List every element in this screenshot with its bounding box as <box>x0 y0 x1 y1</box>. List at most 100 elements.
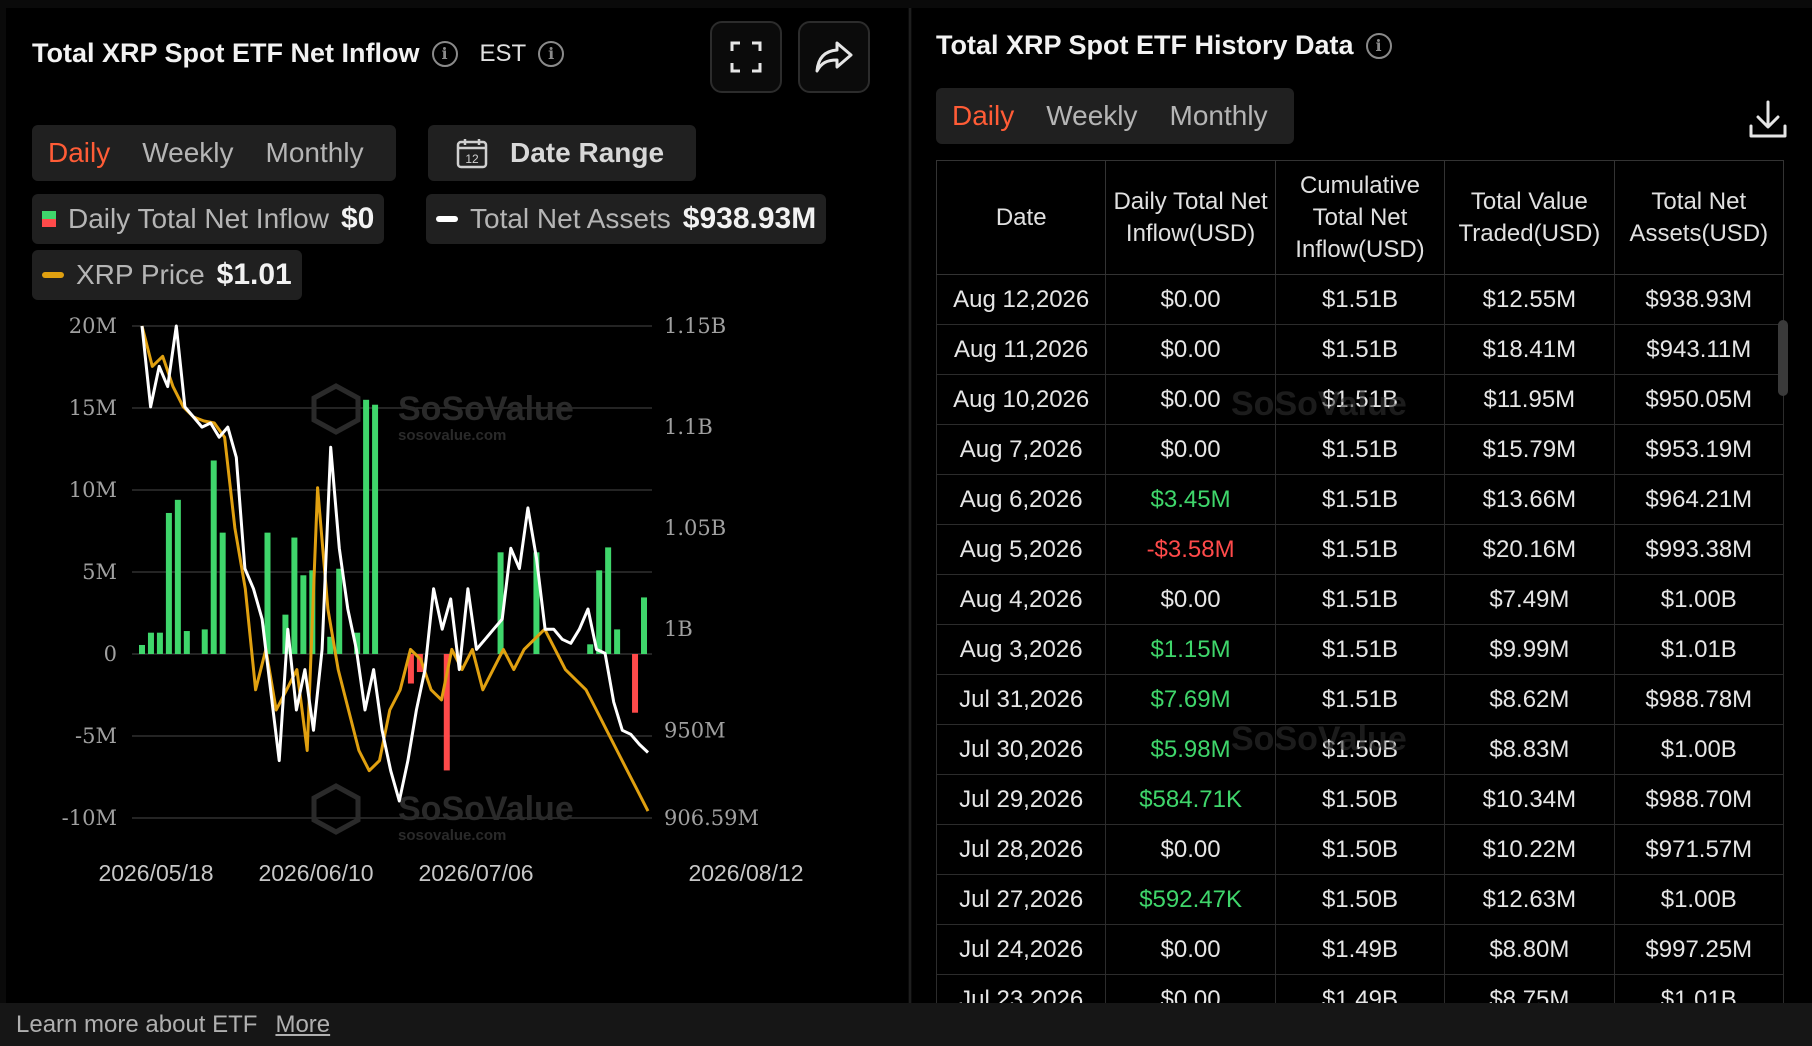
inflow-bar[interactable] <box>497 552 504 654</box>
table-row[interactable]: Aug 12,2026 $0.00 $1.51B $12.55M $938.93M <box>936 274 1785 325</box>
history-tab-weekly[interactable]: Weekly <box>1046 100 1138 131</box>
inflow-bar[interactable] <box>282 614 289 654</box>
share-button[interactable] <box>798 21 870 93</box>
table-cell: $18.41M <box>1444 324 1615 375</box>
inflow-bar[interactable] <box>354 632 361 654</box>
table-row[interactable]: Jul 29,2026 $584.71K $1.50B $10.34M $988.70M <box>936 774 1785 825</box>
inflow-bar[interactable] <box>641 597 647 654</box>
table-cell: $988.70M <box>1613 774 1785 825</box>
table-cell: $1.51B <box>1274 674 1446 725</box>
table-row[interactable]: Aug 5,2026 -$3.58M $1.51B $20.16M $993.38M <box>936 524 1785 575</box>
inflow-bar[interactable] <box>300 575 307 654</box>
timezone-info-icon[interactable]: i <box>538 40 565 67</box>
fullscreen-button[interactable] <box>710 21 782 93</box>
chart-lines <box>140 324 650 812</box>
history-title-row: Total XRP Spot ETF History Data i <box>936 30 1392 61</box>
table-cell: $10.34M <box>1444 774 1615 825</box>
inflow-bar[interactable] <box>372 404 379 654</box>
table-cell: $592.47K <box>1105 874 1276 925</box>
inflow-bar[interactable] <box>587 644 594 654</box>
inflow-bar[interactable] <box>443 654 450 771</box>
y-left-tick: 20M <box>69 314 117 338</box>
inflow-bar[interactable] <box>139 644 145 654</box>
inflow-bar[interactable] <box>156 632 163 654</box>
table-row[interactable]: Aug 7,2026 $0.00 $1.51B $15.79M $953.19M <box>936 424 1785 475</box>
table-cell: Jul 30,2026 <box>936 724 1107 775</box>
inflow-bar[interactable] <box>183 631 190 654</box>
table-cell: $0.00 <box>1105 424 1276 475</box>
table-cell: $584.71K <box>1105 774 1276 825</box>
inflow-bar[interactable] <box>327 636 334 654</box>
date-range-label: Date Range <box>510 137 665 168</box>
inflow-chart[interactable]: SoSoValuesosovalue.comSoSoValuesosovalue… <box>6 8 908 1003</box>
inflow-bar[interactable] <box>407 654 414 684</box>
download-icon[interactable] <box>1746 98 1790 142</box>
footer-text: Learn more about ETF <box>16 1010 258 1038</box>
table-row[interactable]: Jul 24,2026 $0.00 $1.49B $8.80M $997.25M <box>936 924 1785 975</box>
inflow-period-tabs: Daily Weekly Monthly <box>32 125 396 181</box>
y-right-tick: 1.05B <box>664 516 726 540</box>
inflow-bar[interactable] <box>174 499 181 654</box>
date-range-button[interactable]: 12 Date Range <box>428 125 696 181</box>
history-tab-daily[interactable]: Daily <box>952 100 1015 131</box>
assets-swatch <box>436 216 458 222</box>
table-row[interactable]: Jul 30,2026 $5.98M $1.50B $8.83M $1.00B <box>936 724 1785 775</box>
table-row[interactable]: Jul 23,2026 $0.00 $1.49B $8.75M $1.01B <box>936 974 1785 1003</box>
x-tick: 2026/05/18 <box>98 860 213 886</box>
table-row[interactable]: Aug 6,2026 $3.45M $1.51B $13.66M $964.21M <box>936 474 1785 525</box>
legend-price-value: $1.01 <box>216 258 292 291</box>
inflow-bar[interactable] <box>605 547 612 654</box>
inflow-bar[interactable] <box>147 632 154 654</box>
chart-grid <box>132 325 652 819</box>
net-assets-line[interactable] <box>140 324 650 803</box>
table-cell: $12.63M <box>1444 874 1615 925</box>
history-table-container[interactable]: Date Daily Total Net Inflow(USD) Cumulativ… <box>936 160 1788 1003</box>
table-row[interactable]: Aug 4,2026 $0.00 $1.51B $7.49M $1.00B <box>936 574 1785 625</box>
table-cell: Aug 11,2026 <box>936 324 1107 375</box>
table-cell: $20.16M <box>1444 524 1615 575</box>
inflow-bar[interactable] <box>416 654 423 673</box>
x-tick: 2026/06/10 <box>258 860 373 886</box>
inflow-bar[interactable] <box>165 512 172 654</box>
table-cell: Aug 3,2026 <box>936 624 1107 675</box>
inflow-bar[interactable] <box>210 460 217 654</box>
y-right-tick: 906.59M <box>664 806 759 830</box>
inflow-bar[interactable] <box>219 532 226 654</box>
panel-divider <box>909 8 911 1003</box>
legend-assets[interactable]: Total Net Assets $938.93M <box>426 194 827 244</box>
table-row[interactable]: Jul 27,2026 $592.47K $1.50B $12.63M $1.00B <box>936 874 1785 925</box>
inflow-bar[interactable] <box>596 570 603 654</box>
inflow-bar[interactable] <box>632 654 639 713</box>
table-row[interactable]: Aug 10,2026 $0.00 $1.51B $11.95M $950.05M <box>936 374 1785 425</box>
inflow-bar[interactable] <box>201 629 208 654</box>
inflow-bar[interactable] <box>363 399 370 654</box>
tab-monthly[interactable]: Monthly <box>265 137 364 168</box>
info-icon[interactable]: i <box>431 40 458 67</box>
inflow-bar[interactable] <box>336 568 343 654</box>
tab-daily[interactable]: Daily <box>48 137 111 168</box>
table-cell: $8.83M <box>1444 724 1615 775</box>
history-tab-monthly[interactable]: Monthly <box>1169 100 1268 131</box>
inflow-swatch <box>42 211 56 227</box>
inflow-panel-title: Total XRP Spot ETF Net Inflow <box>32 38 420 68</box>
table-row[interactable]: Jul 31,2026 $7.69M $1.51B $8.62M $988.78M <box>936 674 1785 725</box>
table-row[interactable]: Jul 28,2026 $0.00 $1.50B $10.22M $971.57M <box>936 824 1785 875</box>
more-link[interactable]: More <box>275 1010 331 1038</box>
inflow-bar[interactable] <box>614 629 621 654</box>
table-scrollbar[interactable] <box>1778 320 1788 396</box>
legend-inflow[interactable]: Daily Total Net Inflow $0 <box>32 194 385 244</box>
inflow-bar[interactable] <box>533 552 540 654</box>
column-header: Total Net Assets(USD) <box>1613 160 1785 275</box>
xrp-price-line[interactable] <box>140 325 650 812</box>
table-cell: $1.00B <box>1613 874 1785 925</box>
footer-bar: Learn more about ETF More <box>0 1003 1812 1046</box>
legend-inflow-value: $0 <box>340 202 375 235</box>
table-row[interactable]: Aug 11,2026 $0.00 $1.51B $18.41M $943.11M <box>936 324 1785 375</box>
history-info-icon[interactable]: i <box>1365 32 1392 59</box>
table-row[interactable]: Aug 3,2026 $1.15M $1.51B $9.99M $1.01B <box>936 624 1785 675</box>
inflow-bar[interactable] <box>291 537 298 654</box>
legend-price[interactable]: XRP Price $1.01 <box>32 250 302 300</box>
tab-weekly[interactable]: Weekly <box>142 137 234 168</box>
inflow-bar[interactable] <box>264 532 271 654</box>
timezone-label: EST <box>479 39 527 67</box>
